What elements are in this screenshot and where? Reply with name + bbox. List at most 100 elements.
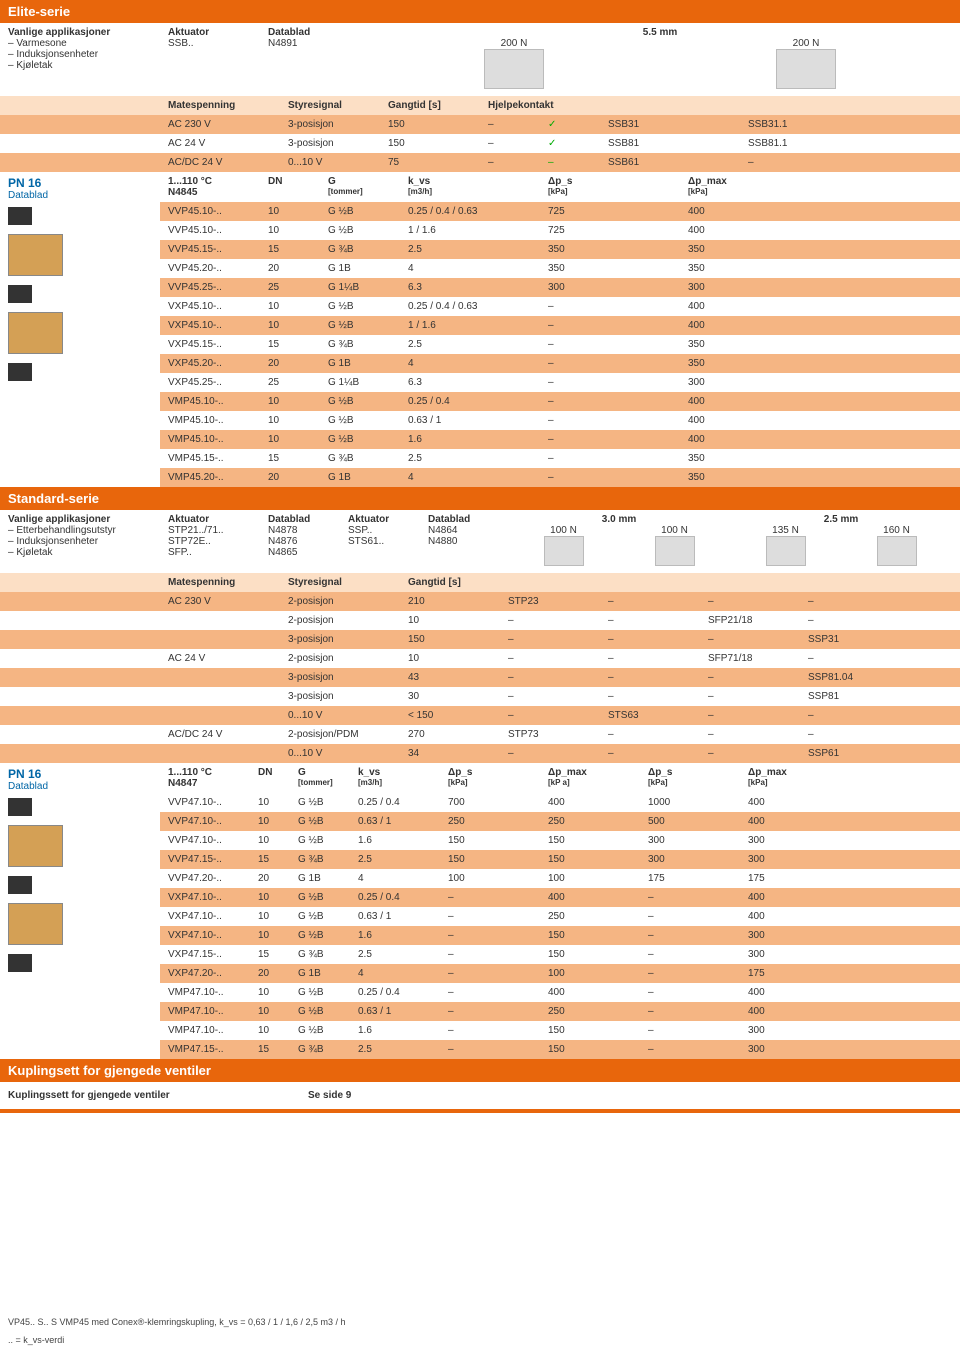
valve-kvs: 0.25 / 0.4	[350, 793, 440, 812]
mate-c3: –	[700, 592, 800, 611]
valve-d: 300	[740, 1021, 840, 1040]
kvs-header: k_vs	[408, 176, 532, 187]
valve-part: VVP47.15-..	[160, 850, 250, 869]
pn-range: 1...110 °C	[168, 176, 252, 187]
valve-part: VVP45.20-..	[160, 259, 260, 278]
dn-header: DN	[260, 172, 320, 202]
valve-kvs: 0.63 / 1	[350, 812, 440, 831]
valve-part: VXP47.10-..	[160, 926, 250, 945]
valve-part: VXP47.10-..	[160, 888, 250, 907]
valve-part: VMP45.10-..	[160, 392, 260, 411]
dpmax-header: Δp_max	[688, 176, 812, 187]
mate-c2: –	[600, 744, 700, 763]
valve-a: –	[440, 926, 540, 945]
styresignal-header: Styresignal	[280, 573, 400, 592]
valve-photo-icon	[8, 234, 63, 276]
valve-a: –	[440, 1021, 540, 1040]
app-item: Induksjonsenheter	[8, 49, 152, 60]
valve-dps: –	[540, 297, 680, 316]
mate-hjelp: –	[480, 115, 540, 134]
valve-photo-icon	[8, 825, 63, 867]
valve-dn: 10	[250, 888, 290, 907]
mate-model1: SSB81	[600, 134, 740, 153]
mate-voltage	[160, 630, 280, 649]
mate-signal: 0...10 V	[280, 153, 380, 172]
valve-dn: 20	[250, 964, 290, 983]
valve-c: –	[640, 945, 740, 964]
mate-c1: –	[500, 687, 600, 706]
valve-kvs: 2.5	[350, 1040, 440, 1059]
valve-dn: 10	[250, 907, 290, 926]
mate-c4: –	[800, 725, 900, 744]
valve-dn: 10	[250, 831, 290, 850]
valve-dn: 15	[260, 240, 320, 259]
mate-signal: 3-posisjon	[280, 115, 380, 134]
valve-b: 150	[540, 1040, 640, 1059]
valve-dps: –	[540, 354, 680, 373]
valve-dn: 15	[260, 335, 320, 354]
datasheet-value: N4891	[268, 38, 352, 49]
valve-dpmax: 400	[680, 430, 820, 449]
valve-b: 150	[540, 831, 640, 850]
valve-dps: –	[540, 411, 680, 430]
valve-dn: 10	[250, 793, 290, 812]
valve-a: 150	[440, 850, 540, 869]
valve-g: G ¾B	[290, 850, 350, 869]
valve-d: 300	[740, 926, 840, 945]
valve-a: –	[440, 964, 540, 983]
valve-part: VVP47.10-..	[160, 831, 250, 850]
valve-a: 250	[440, 812, 540, 831]
mate-c4: –	[800, 592, 900, 611]
actuator-image-icon	[484, 49, 544, 89]
mate-model2: SSB81.1	[740, 134, 880, 153]
dps-sub: [kPa]	[548, 187, 672, 196]
pn-range: 1...110 °C	[168, 767, 242, 778]
app-item: Kjøletak	[8, 60, 152, 71]
valve-kvs: 2.5	[400, 335, 540, 354]
valve-schematic-icon	[8, 363, 32, 381]
valve-c: –	[640, 1021, 740, 1040]
valve-dpmax: 400	[680, 392, 820, 411]
valve-g: G ½B	[320, 202, 400, 221]
valve-dn: 25	[260, 278, 320, 297]
pn-datasheet: N4845	[168, 187, 252, 198]
valve-part: VXP47.15-..	[160, 945, 250, 964]
valve-part: VXP45.20-..	[160, 354, 260, 373]
valve-g: G 1¼B	[320, 373, 400, 392]
mate-gangtid: 210	[400, 592, 500, 611]
valve-c: –	[640, 926, 740, 945]
mate-voltage	[160, 668, 280, 687]
app-item: Varmesone	[8, 38, 152, 49]
actuator-image-icon	[655, 536, 695, 566]
valve-dps: 725	[540, 221, 680, 240]
dps-header: Δp_s	[548, 176, 672, 187]
valve-schematic-icon	[8, 285, 32, 303]
mate-c2: –	[600, 649, 700, 668]
dpmax2-header: Δp_max	[748, 767, 832, 778]
valve-d: 400	[740, 907, 840, 926]
valve-b: 250	[540, 907, 640, 926]
valve-dps: –	[540, 392, 680, 411]
valve-part: VXP45.10-..	[160, 297, 260, 316]
valve-b: 250	[540, 812, 640, 831]
valve-part: VVP47.20-..	[160, 869, 250, 888]
valve-g: G ½B	[290, 793, 350, 812]
valve-c: –	[640, 1040, 740, 1059]
valve-b: 150	[540, 850, 640, 869]
valve-dps: 350	[540, 240, 680, 259]
mm-header: 2.5 mm	[730, 514, 952, 525]
valve-g: G ½B	[320, 297, 400, 316]
valve-g: G ½B	[290, 1021, 350, 1040]
force-value: 100 N	[655, 525, 695, 536]
mate-c4: SSP81.04	[800, 668, 900, 687]
mate-c3: –	[700, 744, 800, 763]
coupling-see: Se side 9	[300, 1086, 359, 1105]
valve-part: VMP47.10-..	[160, 983, 250, 1002]
valve-g: G ½B	[320, 221, 400, 240]
g-header: G	[298, 767, 342, 778]
valve-d: 175	[740, 869, 840, 888]
valve-g: G ¾B	[320, 240, 400, 259]
mate-c2: –	[600, 592, 700, 611]
valve-part: VMP45.10-..	[160, 430, 260, 449]
force-value: 200 N	[776, 38, 836, 49]
